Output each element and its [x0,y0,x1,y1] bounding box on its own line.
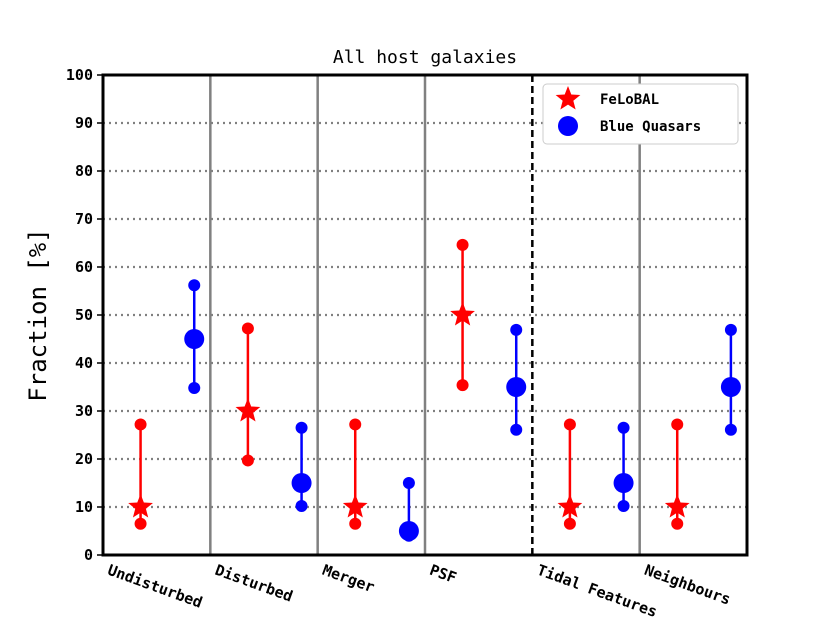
error-cap-upper [241,322,254,335]
error-cap-lower [349,517,362,530]
y-tick-label: 10 [75,498,93,516]
category-separators [209,75,641,555]
error-cap-upper [724,323,737,336]
x-tick-label: Tidal Features [535,561,660,621]
error-cap-lower [510,423,523,436]
x-tick-label: Merger [320,561,377,596]
blue-quasar-point [291,473,312,493]
legend-star-icon [555,86,581,110]
legend: FeLoBAL Blue Quasars [542,83,739,145]
blue-quasar-point [613,473,634,493]
felobal-point [557,494,583,518]
y-tick-label: 40 [75,354,93,372]
error-cap-lower [295,500,308,513]
legend-label: FeLoBAL [600,92,659,108]
blue-quasar-point [720,377,741,397]
y-tick-label: 90 [75,114,93,132]
felobal-point [664,494,690,518]
error-cap-lower [188,381,201,394]
blue-quasar-point [184,329,205,349]
y-axis-label: Fraction [%] [24,228,52,401]
x-tick-label: Neighbours [642,561,733,609]
error-cap-lower [241,454,254,467]
error-cap-lower [563,517,576,530]
error-cap-upper [349,418,362,431]
y-tick-label: 50 [75,306,93,324]
blue-quasar-point [398,521,419,541]
error-cap-upper [510,323,523,336]
felobal-point [450,302,475,326]
y-tick-label: 60 [75,258,93,276]
y-tick-label: 70 [75,210,93,228]
error-cap-lower [671,517,684,530]
error-cap-upper [671,418,684,431]
y-tick-label: 20 [75,450,93,468]
y-axis: 0 10 20 30 40 50 60 70 80 90 100 [66,66,103,564]
legend-label: Blue Quasars [600,119,701,135]
error-cap-lower [134,517,147,530]
y-tick-label: 100 [66,66,93,84]
error-cap-upper [188,279,201,292]
felobal-point [342,494,368,518]
chart-title: All host galaxies [333,47,517,68]
error-cap-upper [402,477,415,489]
x-tick-label: PSF [427,561,459,587]
y-tick-label: 0 [84,546,93,564]
error-cap-upper [295,421,308,434]
x-tick-label: Disturbed [213,561,296,606]
legend-box [542,83,739,145]
y-tick-label: 80 [75,162,93,180]
blue-quasar-point [506,377,527,397]
x-tick-label: Undisturbed [105,561,205,612]
error-cap-upper [456,238,469,251]
error-cap-upper [563,418,576,431]
felobal-point [235,398,261,422]
x-axis: Undisturbed Disturbed Merger PSF Tidal Featu… [105,561,733,621]
y-tick-label: 30 [75,402,93,420]
legend-circle-icon [558,116,578,136]
error-cap-upper [134,418,147,431]
error-cap-lower [456,379,469,392]
data-marks [128,238,741,542]
error-cap-lower [617,500,630,513]
error-cap-upper [617,421,630,434]
error-cap-lower [724,423,737,436]
felobal-point [128,494,153,518]
